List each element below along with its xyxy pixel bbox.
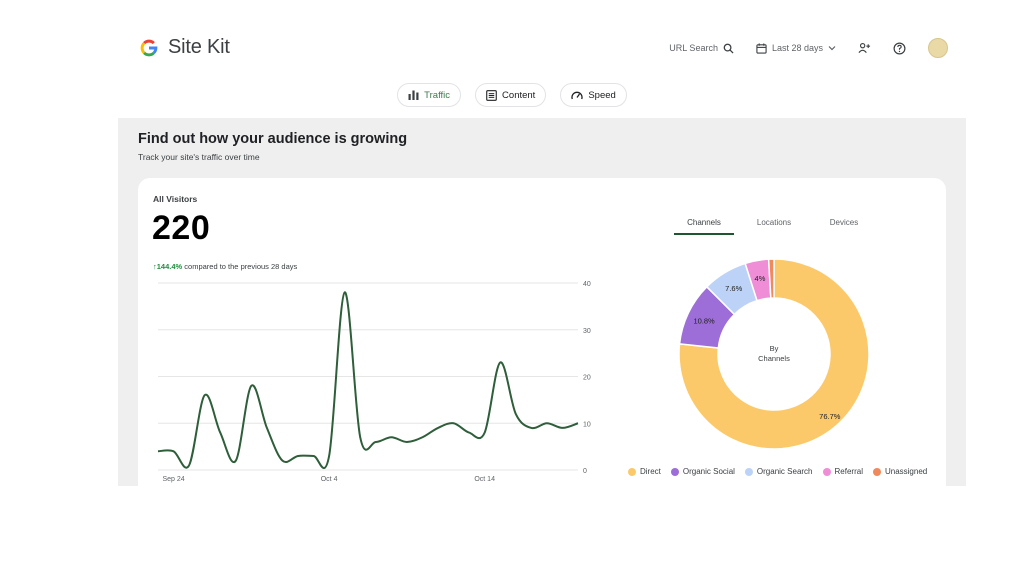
legend-swatch — [670, 467, 679, 476]
legend-item-unassigned[interactable]: Unassigned — [872, 467, 928, 476]
tab-devices[interactable]: Devices — [829, 218, 859, 227]
donut-value-label: 76.7% — [819, 412, 841, 421]
breakdown-tabs: Channels Locations Devices — [674, 218, 884, 235]
section-title: Find out how your audience is growing — [138, 131, 408, 147]
donut-center-label: Channels — [758, 354, 790, 363]
donut-center-label: By — [770, 344, 779, 353]
x-tick-label: Oct 4 — [321, 476, 338, 483]
list-box-icon — [486, 89, 497, 101]
legend-swatch — [744, 467, 753, 476]
tab-traffic-label: Traffic — [424, 89, 451, 101]
y-tick-label: 20 — [583, 375, 591, 382]
donut-value-label: 10.8% — [693, 317, 715, 326]
user-avatar[interactable] — [928, 38, 948, 58]
change-text: compared to the previous 28 days — [184, 262, 298, 271]
chevron-down-icon — [828, 46, 836, 51]
date-range-label: Last 28 days — [771, 43, 823, 53]
section-subtitle: Track your site's traffic over time — [138, 152, 260, 162]
legend-label: Direct — [640, 467, 661, 476]
legend-item-organic-search[interactable]: Organic Search — [744, 467, 813, 476]
legend-swatch — [822, 467, 831, 476]
visitors-label: All Visitors — [153, 194, 198, 204]
site-kit-logo[interactable]: Site Kit — [138, 36, 230, 59]
donut-segment-direct[interactable] — [678, 258, 870, 450]
add-user-icon[interactable] — [858, 42, 871, 54]
search-icon — [723, 43, 734, 54]
tab-traffic[interactable]: Traffic — [397, 83, 462, 107]
legend-item-direct[interactable]: Direct — [628, 467, 661, 476]
y-tick-label: 40 — [583, 281, 591, 288]
legend-swatch — [872, 467, 881, 476]
y-tick-label: 30 — [583, 328, 591, 335]
donut-value-label: 7.6% — [725, 284, 742, 293]
channels-legend: Direct Organic Social Organic Search Referr… — [628, 467, 927, 476]
legend-item-organic-social[interactable]: Organic Social — [670, 467, 735, 476]
app-title: Site Kit — [168, 36, 230, 58]
x-tick-label: Oct 14 — [474, 476, 495, 483]
visitors-change: ↑144.4% compared to the previous 28 days — [153, 262, 297, 271]
url-search-button[interactable]: URL Search — [669, 43, 734, 54]
legend-swatch — [628, 467, 636, 476]
google-g-icon — [140, 39, 158, 56]
tab-locations[interactable]: Locations — [756, 218, 792, 227]
legend-label: Unassigned — [884, 467, 928, 476]
visitors-line-chart: 0 10 20 30 40 Sep 24 Oct 4 Oct 14 — [157, 281, 591, 483]
visitors-series-line — [157, 291, 579, 469]
url-search-label: URL Search — [669, 43, 718, 53]
y-tick-label: 0 — [583, 468, 587, 475]
donut-segment-unassigned[interactable] — [767, 258, 775, 299]
change-percent: 144.4% — [156, 262, 183, 271]
legend-label: Referral — [834, 467, 863, 476]
app-header: Site Kit URL Search Last 28 days — [118, 30, 968, 66]
y-tick-label: 10 — [583, 421, 591, 428]
audience-panel: Find out how your audience is growing Tr… — [118, 118, 966, 486]
visitors-count: 220 — [152, 209, 211, 247]
legend-label: Organic Social — [682, 467, 735, 476]
tab-channels[interactable]: Channels — [674, 218, 734, 235]
visitors-card: All Visitors 220 ↑144.4% compared to the… — [138, 178, 946, 486]
legend-label: Organic Search — [756, 467, 813, 476]
tab-content-label: Content — [502, 89, 536, 101]
x-tick-label: Sep 24 — [162, 476, 184, 483]
tab-speed-label: Speed — [588, 89, 616, 101]
help-icon[interactable] — [893, 42, 906, 55]
donut-value-label: 4% — [755, 274, 766, 283]
calendar-icon — [756, 42, 767, 54]
bar-chart-icon — [408, 90, 419, 100]
legend-item-referral[interactable]: Referral — [822, 467, 863, 476]
report-tabs: Traffic Content Speed — [0, 83, 1024, 107]
tab-content[interactable]: Content — [475, 83, 547, 107]
date-range-selector[interactable]: Last 28 days — [756, 42, 836, 54]
tab-speed[interactable]: Speed — [560, 83, 627, 107]
change-arrow-icon: ↑ — [153, 262, 157, 271]
speedometer-icon — [571, 91, 583, 99]
